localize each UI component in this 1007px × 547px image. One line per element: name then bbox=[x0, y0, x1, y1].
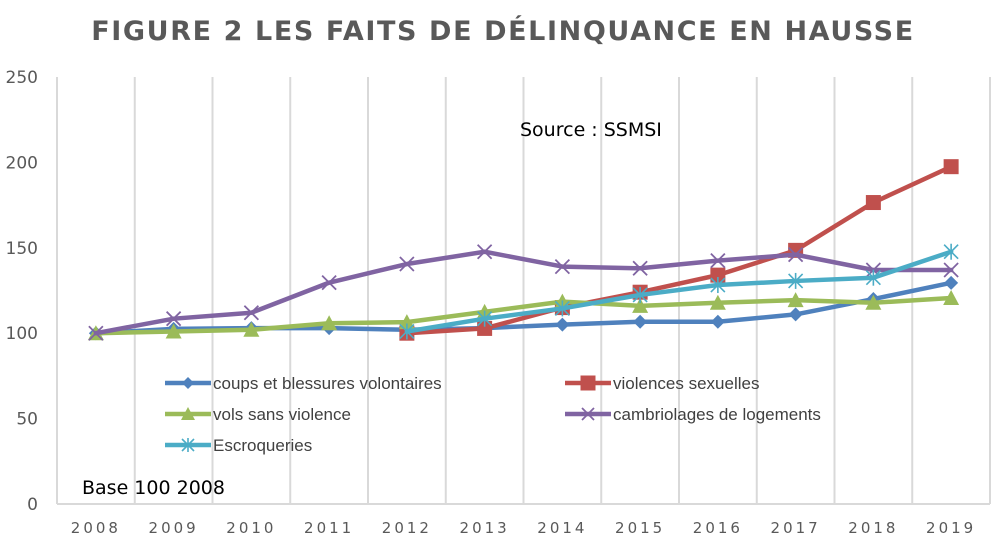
legend-label: cambriolages de logements bbox=[613, 405, 821, 424]
x-tick-label: 2010 bbox=[226, 519, 276, 537]
data-point bbox=[165, 323, 182, 339]
legend-label: Escroqueries bbox=[213, 436, 312, 455]
grid bbox=[56, 77, 991, 505]
data-point bbox=[477, 320, 493, 336]
series-line bbox=[93, 249, 954, 336]
data-point bbox=[943, 243, 959, 260]
data-point bbox=[787, 246, 804, 263]
x-tick-label: 2012 bbox=[382, 519, 432, 537]
y-tick-label: 100 bbox=[6, 324, 38, 344]
y-tick-label: 50 bbox=[16, 410, 38, 430]
source-annotation: Source : SSMSI bbox=[520, 119, 662, 141]
series-4 bbox=[399, 243, 959, 340]
x-axis: 2008 2009 2010 2011 2012 2013 2014 2015 2016 2017… bbox=[71, 519, 976, 537]
x-tick-label: 2014 bbox=[537, 519, 587, 537]
data-point bbox=[398, 314, 415, 330]
data-point bbox=[943, 159, 959, 175]
legend-item: cambriolages de logements bbox=[565, 405, 821, 424]
data-point bbox=[709, 294, 726, 310]
data-point bbox=[633, 314, 648, 329]
x-tick-label: 2019 bbox=[926, 519, 976, 537]
data-point bbox=[321, 315, 338, 331]
legend-label: vols sans violence bbox=[213, 405, 351, 424]
data-point bbox=[476, 244, 493, 260]
x-tick-label: 2013 bbox=[460, 519, 510, 537]
legend-item: Escroqueries bbox=[165, 436, 312, 455]
base-annotation: Base 100 2008 bbox=[82, 477, 225, 499]
series-line bbox=[93, 295, 954, 336]
x-tick-label: 2017 bbox=[771, 519, 821, 537]
data-point bbox=[787, 292, 804, 308]
data-point bbox=[632, 260, 648, 276]
data-point bbox=[788, 272, 804, 289]
chart-title: FIGURE 2 LES FAITS DE DÉLINQUANCE EN HAU… bbox=[91, 15, 915, 47]
legend: coups et blessures volontaires violences … bbox=[165, 374, 821, 455]
data-point bbox=[554, 258, 571, 275]
data-point bbox=[165, 311, 182, 327]
data-point bbox=[865, 294, 882, 310]
x-tick-label: 2009 bbox=[149, 519, 199, 537]
legend-marker-icon bbox=[182, 377, 194, 389]
series-group bbox=[87, 159, 960, 341]
data-point bbox=[632, 286, 648, 303]
data-point bbox=[710, 277, 726, 294]
legend-item: vols sans violence bbox=[165, 405, 351, 424]
data-point bbox=[788, 307, 803, 322]
legend-item: coups et blessures volontaires bbox=[165, 374, 442, 393]
legend-marker-icon bbox=[181, 438, 195, 452]
data-point bbox=[399, 256, 415, 272]
data-point bbox=[477, 310, 493, 327]
x-tick-label: 2015 bbox=[615, 519, 665, 537]
data-point bbox=[710, 314, 725, 329]
data-point bbox=[243, 305, 260, 321]
series-line bbox=[404, 164, 954, 336]
legend-item: violences sexuelles bbox=[565, 374, 759, 393]
legend-marker-icon bbox=[181, 407, 195, 420]
x-tick-label: 2008 bbox=[71, 519, 121, 537]
y-tick-label: 250 bbox=[6, 68, 38, 88]
legend-label: coups et blessures volontaires bbox=[213, 374, 442, 393]
x-tick-label: 2018 bbox=[848, 519, 898, 537]
data-point bbox=[710, 252, 726, 269]
x-tick-label: 2011 bbox=[304, 519, 354, 537]
data-point bbox=[710, 267, 726, 283]
series-line bbox=[404, 249, 954, 334]
x-tick-label: 2016 bbox=[693, 519, 743, 537]
y-tick-label: 150 bbox=[6, 239, 38, 259]
data-point bbox=[243, 321, 260, 337]
data-point bbox=[865, 195, 881, 211]
y-axis: 0 50 100 150 200 250 bbox=[6, 68, 38, 515]
y-tick-label: 200 bbox=[6, 153, 38, 173]
legend-label: violences sexuelles bbox=[613, 374, 759, 393]
data-point bbox=[944, 275, 959, 290]
data-point bbox=[943, 290, 960, 306]
legend-marker-icon bbox=[581, 407, 595, 421]
data-point bbox=[555, 317, 570, 332]
data-point bbox=[399, 323, 415, 340]
data-point bbox=[943, 262, 959, 278]
y-tick-label: 0 bbox=[27, 495, 38, 515]
data-point bbox=[632, 297, 649, 313]
data-point bbox=[554, 300, 570, 317]
legend-marker-icon bbox=[580, 375, 596, 391]
data-point bbox=[88, 325, 104, 341]
data-point bbox=[321, 275, 337, 291]
data-point bbox=[865, 269, 881, 286]
